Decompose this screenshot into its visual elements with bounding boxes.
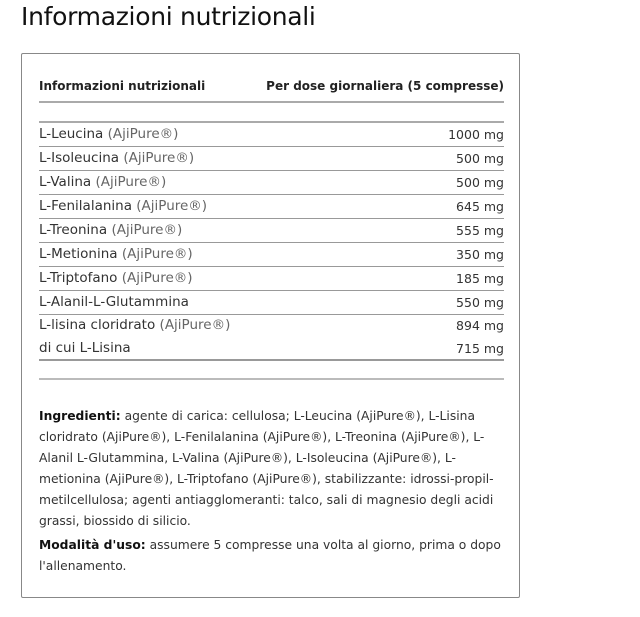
nutrient-name: L-Isoleucina (AjiPure®) [39,150,195,166]
table-row: L-Valina (AjiPure®) 500 mg [39,171,504,195]
sub-nutrient-name: di cui L-Lisina [39,340,131,356]
ingredients: Ingredienti: agente di carica: cellulosa… [39,406,504,532]
nutrient-value: 350 mg [456,247,504,262]
ingredients-label: Ingredienti: [39,409,121,423]
nutrient-name: L-lisina cloridrato (AjiPure®) [39,317,231,333]
usage: Modalità d'uso: assumere 5 compresse una… [39,535,504,577]
nutrient-name: L-Fenilalanina (AjiPure®) [39,198,208,214]
nutrient-value: 550 mg [456,295,504,310]
nutrient-value: 645 mg [456,199,504,214]
nutrition-panel: Informazioni nutrizionali Per dose giorn… [21,53,520,598]
header-right: Per dose giornaliera (5 compresse) [266,79,504,93]
header-left: Informazioni nutrizionali [39,79,206,93]
nutrient-value: 1000 mg [448,127,504,142]
table-row: L-Triptofano (AjiPure®) 185 mg [39,267,504,291]
table-row: L-Fenilalanina (AjiPure®) 645 mg [39,195,504,219]
table-row: L-Metionina (AjiPure®) 350 mg [39,243,504,267]
nutrient-value: 500 mg [456,151,504,166]
nutrient-name: L-Triptofano (AjiPure®) [39,270,193,286]
sub-nutrient-value: 715 mg [456,341,504,356]
nutrition-table: L-Leucina (AjiPure®) 1000 mg L-Isoleucina … [39,121,504,361]
page-title: Informazioni nutrizionali [21,2,316,31]
nutrient-value: 500 mg [456,175,504,190]
table-row: L-Leucina (AjiPure®) 1000 mg [39,123,504,147]
nutrient-name: L-Leucina (AjiPure®) [39,126,179,142]
ingredients-section: Ingredienti: agente di carica: cellulosa… [39,406,504,580]
nutrient-value: 894 mg [456,318,504,333]
nutrient-name: L-Treonina (AjiPure®) [39,222,183,238]
table-header: Informazioni nutrizionali Per dose giorn… [39,76,504,103]
usage-label: Modalità d'uso: [39,538,146,552]
nutrient-name: L-Alanil-L-Glutammina [39,294,189,310]
nutrient-name: L-Metionina (AjiPure®) [39,246,193,262]
table-row: L-Isoleucina (AjiPure®) 500 mg [39,147,504,171]
table-row: L-Treonina (AjiPure®) 555 mg [39,219,504,243]
usage-text: assumere 5 compresse una volta al giorno… [39,538,501,573]
nutrient-name: L-Valina (AjiPure®) [39,174,167,190]
table-row: L-Alanil-L-Glutammina 550 mg [39,291,504,315]
table-row-lysine: L-lisina cloridrato (AjiPure®) 894 mg di c… [39,315,504,361]
nutrient-value: 185 mg [456,271,504,286]
ingredients-text: agente di carica: cellulosa; L-Leucina (… [39,409,494,528]
nutrient-value: 555 mg [456,223,504,238]
divider [39,378,504,380]
